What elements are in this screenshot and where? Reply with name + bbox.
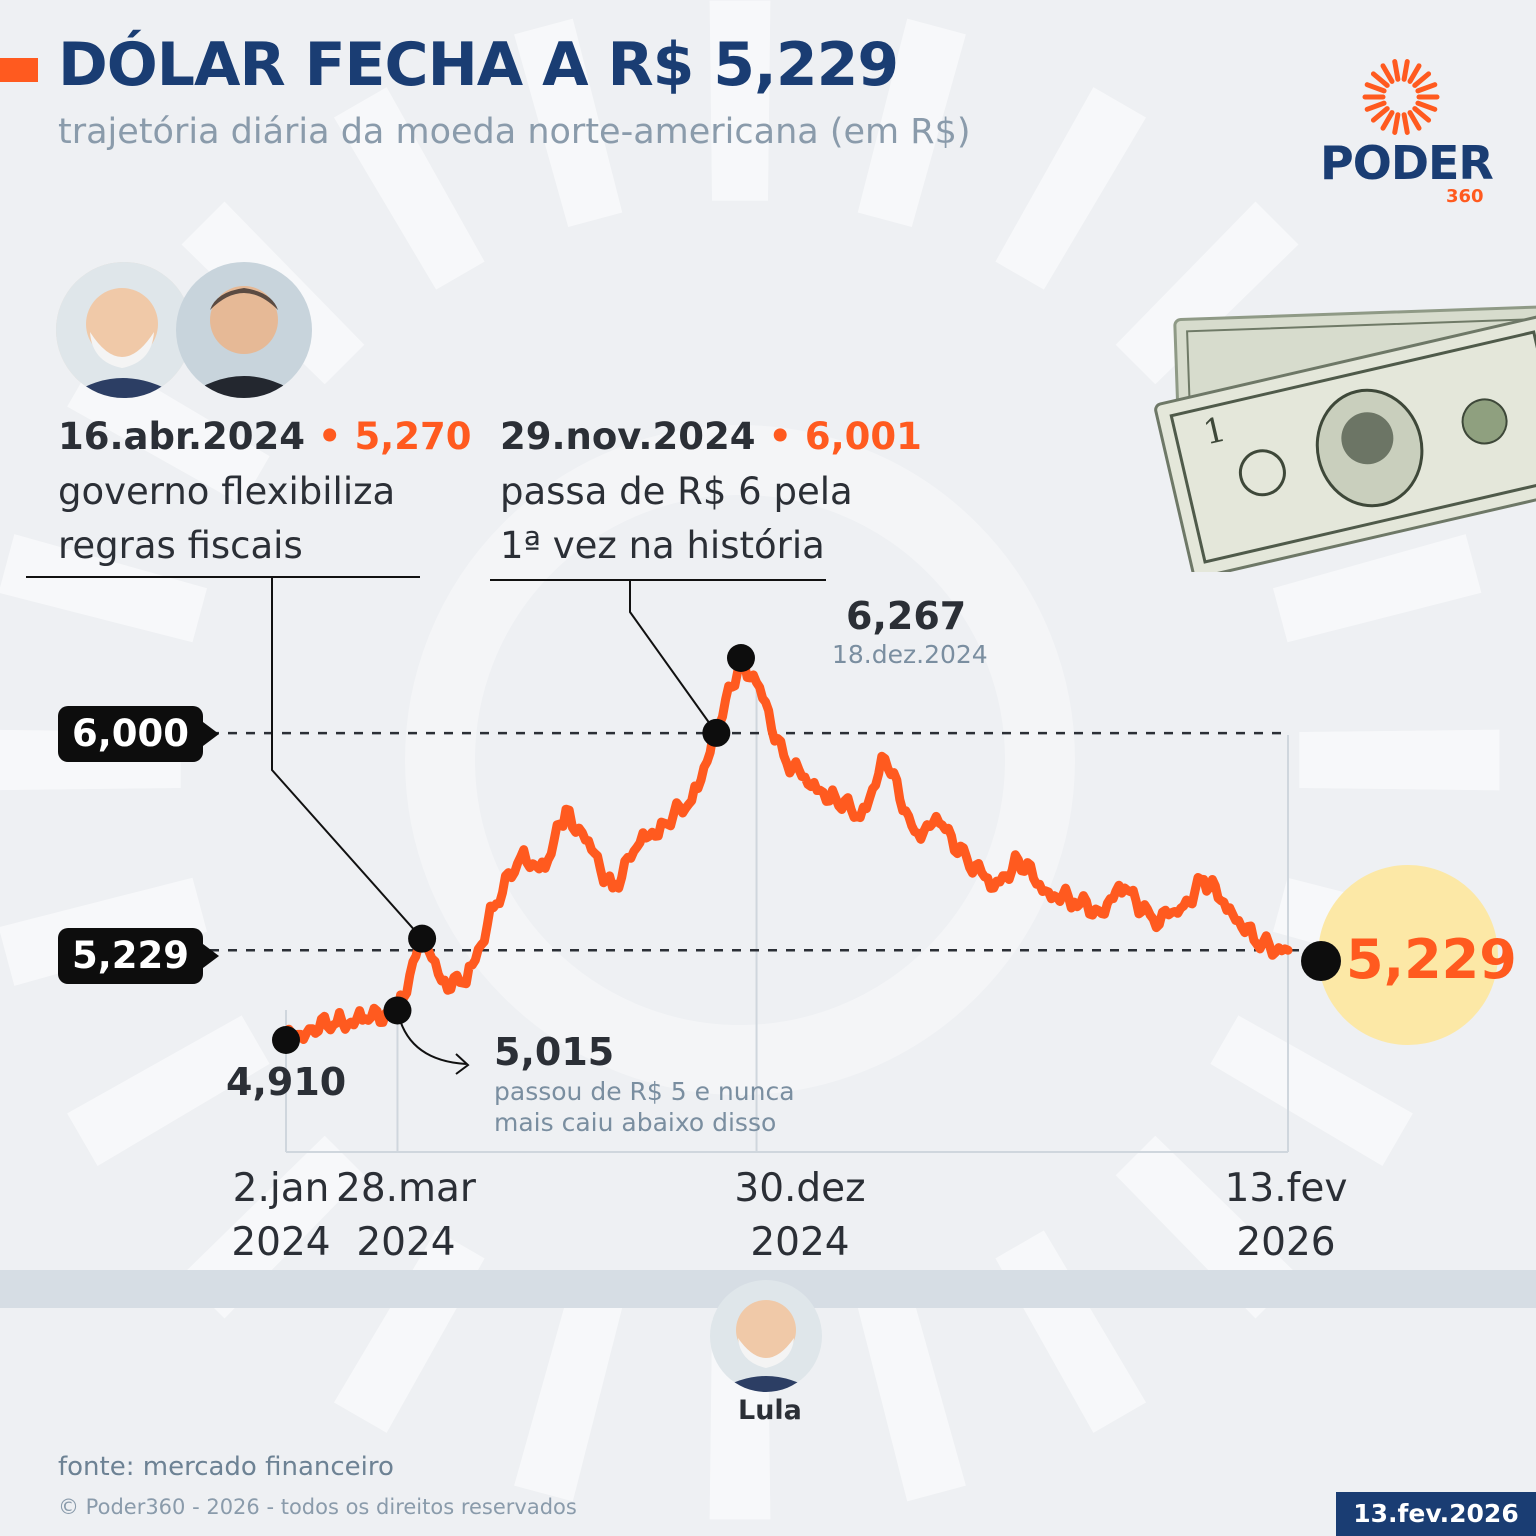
background-ray	[995, 87, 1147, 290]
publication-date-badge: 13.fev.2026	[1336, 1492, 1536, 1536]
x-label-jan-2024: 2.jan 2024	[231, 1166, 331, 1265]
annotation-six-date: 29.nov.2024	[500, 415, 756, 458]
background-ray	[1115, 201, 1299, 385]
background-ray	[857, 18, 966, 228]
annotation-six-header: 29.nov.2024 • 6,001	[500, 415, 922, 458]
background-ray	[333, 87, 485, 290]
five-note-line2: mais caiu abaixo disso	[494, 1108, 777, 1137]
background-ray	[514, 18, 623, 228]
final-value-highlight	[1318, 865, 1498, 1045]
background-ray	[709, 0, 771, 201]
annotation-six-text: passa de R$ 6 pela 1ª vez na história	[500, 465, 853, 573]
annotation-fiscal-value: 5,270	[354, 415, 472, 458]
peak-value-label: 6,267	[846, 594, 967, 638]
five-value-label: 5,015	[494, 1030, 615, 1074]
poder360-sun-icon	[1362, 59, 1440, 135]
final-value-dot	[1301, 941, 1341, 981]
start-value-label: 4,910	[226, 1060, 347, 1104]
background-ray	[857, 1292, 966, 1502]
five-note: passou de R$ 5 e nunca mais caiu abaixo …	[494, 1076, 795, 1138]
annotation-fiscal-line1: governo flexibiliza	[58, 470, 396, 513]
logo-number: 360	[1446, 186, 1484, 207]
final-value-label: 5,229	[1346, 928, 1517, 991]
lula-avatar-timeline	[710, 1280, 822, 1392]
ref-tag-6000: 6,000	[58, 706, 220, 762]
x-label-dez-2024: 30.dez 2024	[734, 1166, 866, 1265]
dollar-bills-illustration: 1 1	[1154, 305, 1536, 572]
series-line-dolar	[281, 653, 1293, 1045]
annotation-six-value: 6,001	[804, 415, 922, 458]
x-label-mar-2024: 28.mar 2024	[336, 1166, 476, 1265]
logo-ray	[1364, 100, 1387, 112]
annotation-fiscal-line2: regras fiscais	[58, 524, 303, 567]
annotation-six-line1: passa de R$ 6 pela	[500, 470, 853, 513]
background-ray	[1272, 534, 1482, 643]
background-ray	[67, 1015, 270, 1167]
logo-ray	[1415, 100, 1438, 112]
annotation-fiscal-text: governo flexibiliza regras fiscais	[58, 465, 395, 573]
page-title: DÓLAR FECHA A R$ 5,229	[58, 30, 899, 100]
highlight-point	[408, 924, 437, 953]
annotation-fiscal-header: 16.abr.2024 • 5,270	[58, 415, 471, 458]
logo-ray	[1407, 110, 1422, 131]
annotation-fiscal-leader	[271, 577, 423, 940]
highlight-point	[702, 718, 731, 747]
highlight-point	[383, 996, 412, 1025]
logo-ray	[1412, 106, 1432, 123]
logo-ray	[1370, 71, 1390, 88]
logo-ray	[1392, 59, 1401, 82]
ref-tag-current: 5,229	[58, 928, 220, 984]
logo-ray	[1407, 63, 1422, 84]
annotation-six-leader	[629, 580, 718, 734]
logo-ray	[1415, 82, 1438, 94]
logo-ray	[1370, 106, 1390, 123]
page-subtitle: trajetória diária da moeda norte-america…	[58, 112, 971, 152]
background-ray	[514, 1292, 623, 1502]
source-note: fonte: mercado financeiro	[58, 1452, 394, 1482]
logo-ray	[1380, 63, 1395, 84]
annotation-six-sep: •	[755, 415, 805, 458]
lula-avatar-top	[56, 262, 192, 398]
copyright-note: © Poder360 - 2026 - todos os direitos re…	[58, 1495, 577, 1519]
timeline-president-name: Lula	[738, 1395, 802, 1426]
logo-ray	[1401, 112, 1410, 135]
logo-word: PODER	[1320, 136, 1494, 190]
logo-ray	[1401, 59, 1410, 82]
logo-ray	[1364, 82, 1387, 94]
title-accent-bar	[0, 58, 38, 82]
background-ray	[0, 534, 208, 643]
highlight-point	[272, 1026, 300, 1054]
annotation-fiscal-date: 16.abr.2024	[58, 415, 306, 458]
x-label-fev-2026: 13.fev 2026	[1224, 1166, 1348, 1265]
background-ring	[405, 425, 1075, 1095]
peak-date-label: 18.dez.2024	[832, 640, 988, 669]
logo-ray	[1412, 71, 1432, 88]
highlight-point	[726, 644, 755, 672]
background-ray	[1299, 729, 1500, 791]
logo-ray	[1392, 112, 1401, 135]
annotation-fiscal-sep: •	[305, 415, 355, 458]
annotation-six-line2: 1ª vez na história	[500, 524, 825, 567]
background-ray	[1210, 1015, 1413, 1167]
five-note-line1: passou de R$ 5 e nunca	[494, 1077, 795, 1106]
five-arrowhead	[455, 1053, 470, 1075]
logo-ray	[1380, 110, 1395, 131]
